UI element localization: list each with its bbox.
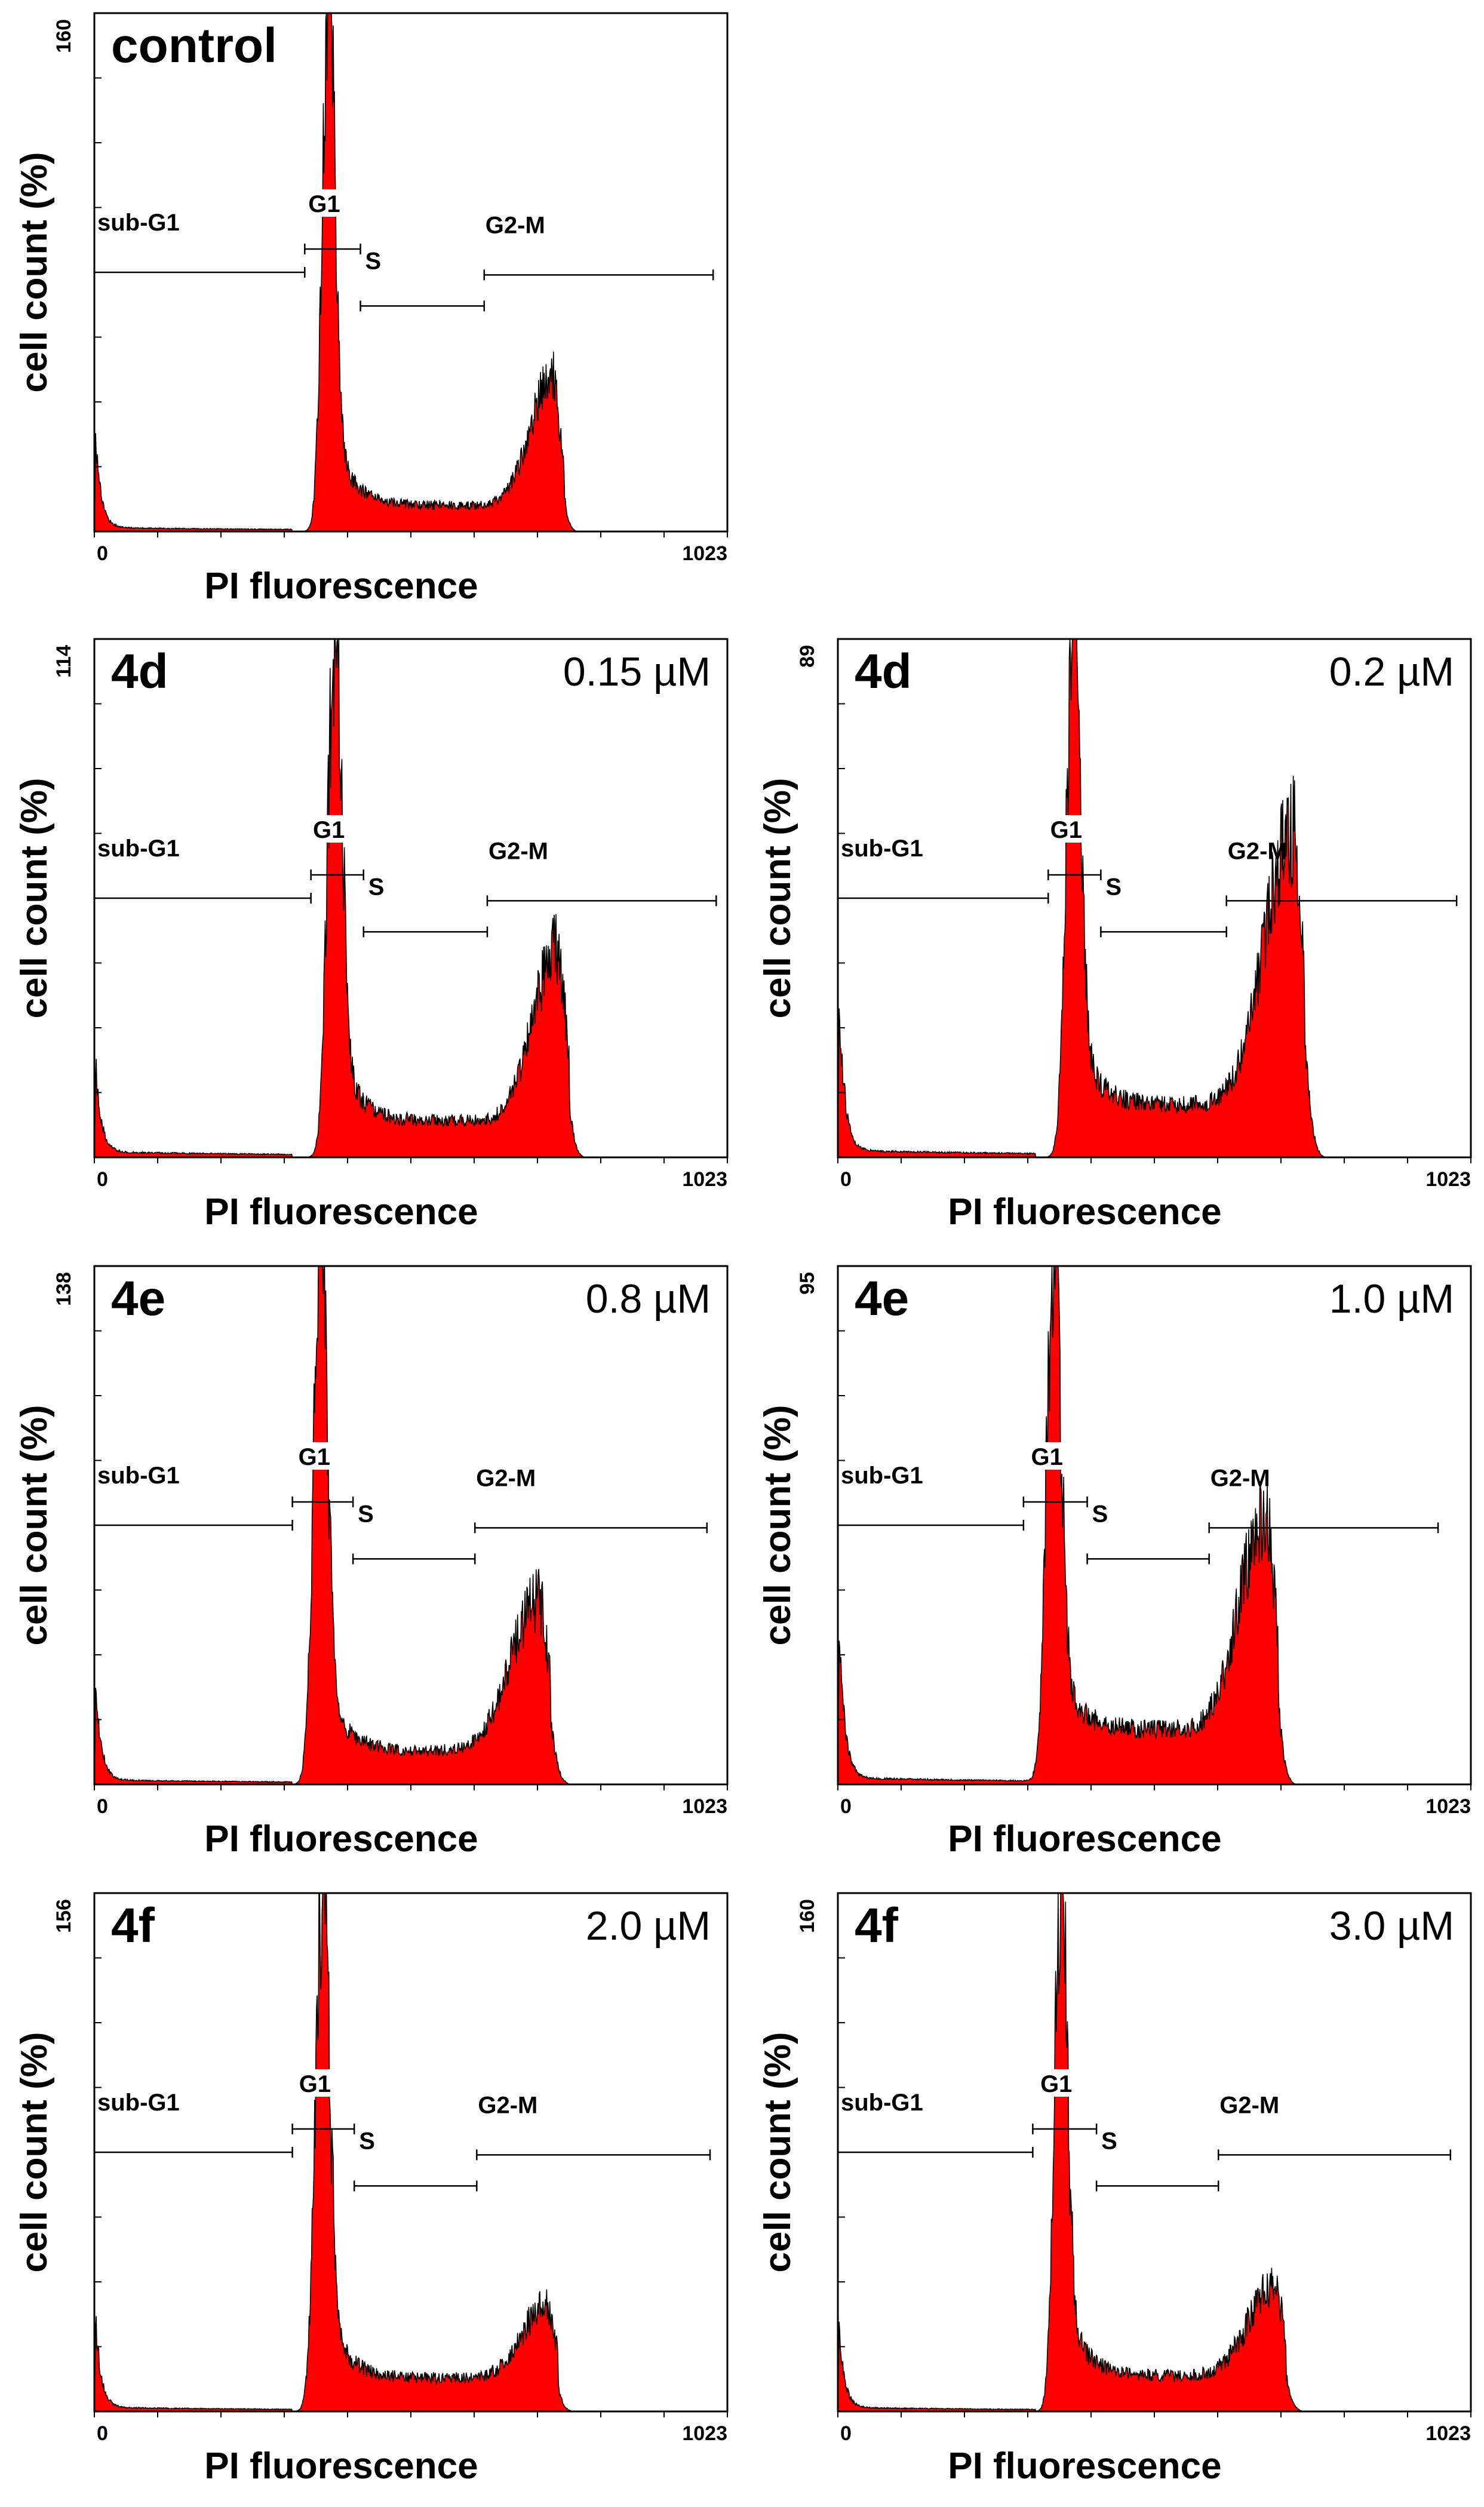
histogram-panel-4d-02: sub-G1 G1 S G2-M 4d 0.2 µM 89 cell count (%) 0 10… xyxy=(743,626,1484,1253)
panel-label: 4f xyxy=(855,1898,899,1953)
gate-label-G2M: G2-M xyxy=(478,2092,537,2118)
x-tick-label-min: 0 xyxy=(840,1795,852,1818)
histogram-panel-4e-08: sub-G1 G1 S G2-M 4e 0.8 µM 138 cell count (%) 0 1… xyxy=(0,1253,741,1880)
x-tick-label-min: 0 xyxy=(97,542,108,565)
histogram-panel-4f-20: sub-G1 G1 S G2-M 4f 2.0 µM 156 cell count (%) 0 1… xyxy=(0,1880,741,2507)
concentration-label: 0.8 µM xyxy=(586,1276,711,1322)
gate-label-subG1: sub-G1 xyxy=(97,1463,180,1489)
concentration-label: 3.0 µM xyxy=(1329,1903,1454,1949)
histogram-svg-4f-30: sub-G1 G1 S G2-M 4f 3.0 µM 160 cell count (%) 0 1… xyxy=(757,1892,1472,2487)
gate-label-bg xyxy=(1048,815,1084,843)
gate-label-subG1: sub-G1 xyxy=(841,835,923,862)
x-tick-label-max: 1023 xyxy=(1425,2422,1471,2445)
x-tick-label-max: 1023 xyxy=(682,1795,727,1818)
y-axis-label: cell count (%) xyxy=(14,1405,55,1645)
gate-label-G2M: G2-M xyxy=(488,838,548,864)
y-max-label: 138 xyxy=(53,1272,75,1306)
gate-label-bg xyxy=(306,189,342,217)
y-max-label: 89 xyxy=(796,645,819,668)
x-tick-label-max: 1023 xyxy=(1425,1795,1471,1818)
x-tick-label-min: 0 xyxy=(97,1795,108,1818)
panel-label: control xyxy=(111,19,277,73)
concentration-label: 0.15 µM xyxy=(563,649,711,695)
gate-label-G1: G1 xyxy=(1050,817,1082,843)
y-max-label: 160 xyxy=(796,1899,819,1933)
concentration-label: 2.0 µM xyxy=(586,1903,711,1949)
x-axis-label: PI fluorescence xyxy=(948,2445,1221,2487)
y-max-label: 160 xyxy=(53,19,75,53)
gate-label-subG1: sub-G1 xyxy=(841,2090,923,2116)
gate-label-G1: G1 xyxy=(1031,1444,1063,1470)
gate-label-subG1: sub-G1 xyxy=(97,2090,180,2116)
x-axis-label: PI fluorescence xyxy=(948,1818,1221,1860)
histogram-svg-control: sub-G1 G1 S G2-M control 160 cell count (%) 0 10… xyxy=(14,12,729,607)
panel-label: 4d xyxy=(111,644,168,699)
panel-label: 4e xyxy=(855,1271,909,1326)
gate-label-S: S xyxy=(368,874,385,900)
gate-label-subG1: sub-G1 xyxy=(841,1463,923,1489)
y-axis-label: cell count (%) xyxy=(14,152,55,392)
histogram-panel-4f-30: sub-G1 G1 S G2-M 4f 3.0 µM 160 cell count (%) 0 1… xyxy=(743,1880,1484,2507)
panel-label: 4f xyxy=(111,1898,155,1953)
gate-label-bg xyxy=(1029,1442,1065,1470)
gate-label-bg xyxy=(296,1442,333,1470)
x-axis-label: PI fluorescence xyxy=(204,1818,478,1860)
x-tick-label-max: 1023 xyxy=(682,542,727,565)
gate-label-G2M: G2-M xyxy=(1219,2092,1279,2118)
x-tick-label-min: 0 xyxy=(840,2422,852,2445)
gate-label-S: S xyxy=(1105,874,1122,900)
gate-label-G2M: G2-M xyxy=(486,212,545,238)
gate-label-G2M: G2-M xyxy=(476,1465,536,1491)
gate-label-subG1: sub-G1 xyxy=(97,835,180,862)
gate-label-S: S xyxy=(365,248,382,274)
x-tick-label-max: 1023 xyxy=(682,2422,727,2445)
x-tick-label-max: 1023 xyxy=(682,1168,727,1191)
y-max-label: 114 xyxy=(53,645,75,678)
histogram-svg-4d-02: sub-G1 G1 S G2-M 4d 0.2 µM 89 cell count (%) 0 10… xyxy=(757,638,1472,1233)
y-max-label: 95 xyxy=(796,1272,819,1295)
panel-label: 4e xyxy=(111,1271,165,1326)
histogram-panel-4e-10: sub-G1 G1 S G2-M 4e 1.0 µM 95 cell count (%) 0 10… xyxy=(743,1253,1484,1880)
gate-label-S: S xyxy=(1101,2128,1117,2154)
gate-label-S: S xyxy=(358,1501,374,1527)
concentration-label: 0.2 µM xyxy=(1329,649,1454,695)
histogram-svg-4e-10: sub-G1 G1 S G2-M 4e 1.0 µM 95 cell count (%) 0 10… xyxy=(757,1265,1472,1860)
gate-label-G1: G1 xyxy=(308,191,340,217)
panel-label: 4d xyxy=(855,644,912,699)
y-axis-label: cell count (%) xyxy=(757,778,798,1018)
y-max-label: 156 xyxy=(53,1899,75,1933)
gate-label-G1: G1 xyxy=(1040,2071,1072,2097)
gate-label-G1: G1 xyxy=(299,2071,331,2097)
gate-label-G2M: G2-M xyxy=(1210,1465,1270,1491)
histogram-svg-4e-08: sub-G1 G1 S G2-M 4e 0.8 µM 138 cell count (%) 0 1… xyxy=(14,1265,729,1860)
x-tick-label-min: 0 xyxy=(97,1168,108,1191)
histogram-panel-control: sub-G1 G1 S G2-M control 160 cell count (%) 0 10… xyxy=(0,0,741,627)
gate-label-G1: G1 xyxy=(299,1444,330,1470)
gate-label-subG1: sub-G1 xyxy=(97,210,180,236)
x-axis-label: PI fluorescence xyxy=(204,1191,478,1233)
histogram-panel-4d-015: sub-G1 G1 S G2-M 4d 0.15 µM 114 cell count (%) 0… xyxy=(0,626,741,1253)
x-axis-label: PI fluorescence xyxy=(948,1191,1221,1233)
gate-label-bg xyxy=(1038,2069,1074,2097)
gate-label-G1: G1 xyxy=(313,817,345,843)
y-axis-label: cell count (%) xyxy=(14,2032,55,2272)
y-axis-label: cell count (%) xyxy=(757,1405,798,1645)
x-tick-label-min: 0 xyxy=(97,2422,108,2445)
y-axis-label: cell count (%) xyxy=(757,2032,798,2272)
x-axis-label: PI fluorescence xyxy=(204,566,478,607)
gate-label-bg xyxy=(297,2069,333,2097)
gate-label-G2M: G2-M xyxy=(1228,838,1288,864)
x-tick-label-min: 0 xyxy=(840,1168,852,1191)
gate-label-S: S xyxy=(359,2128,375,2154)
concentration-label: 1.0 µM xyxy=(1329,1276,1454,1322)
x-axis-label: PI fluorescence xyxy=(204,2445,478,2487)
x-tick-label-max: 1023 xyxy=(1425,1168,1471,1191)
y-axis-label: cell count (%) xyxy=(14,778,55,1018)
gate-label-S: S xyxy=(1092,1501,1108,1527)
histogram-svg-4d-015: sub-G1 G1 S G2-M 4d 0.15 µM 114 cell count (%) 0… xyxy=(14,638,729,1233)
gate-label-bg xyxy=(311,815,347,843)
histogram-svg-4f-20: sub-G1 G1 S G2-M 4f 2.0 µM 156 cell count (%) 0 1… xyxy=(14,1892,729,2487)
